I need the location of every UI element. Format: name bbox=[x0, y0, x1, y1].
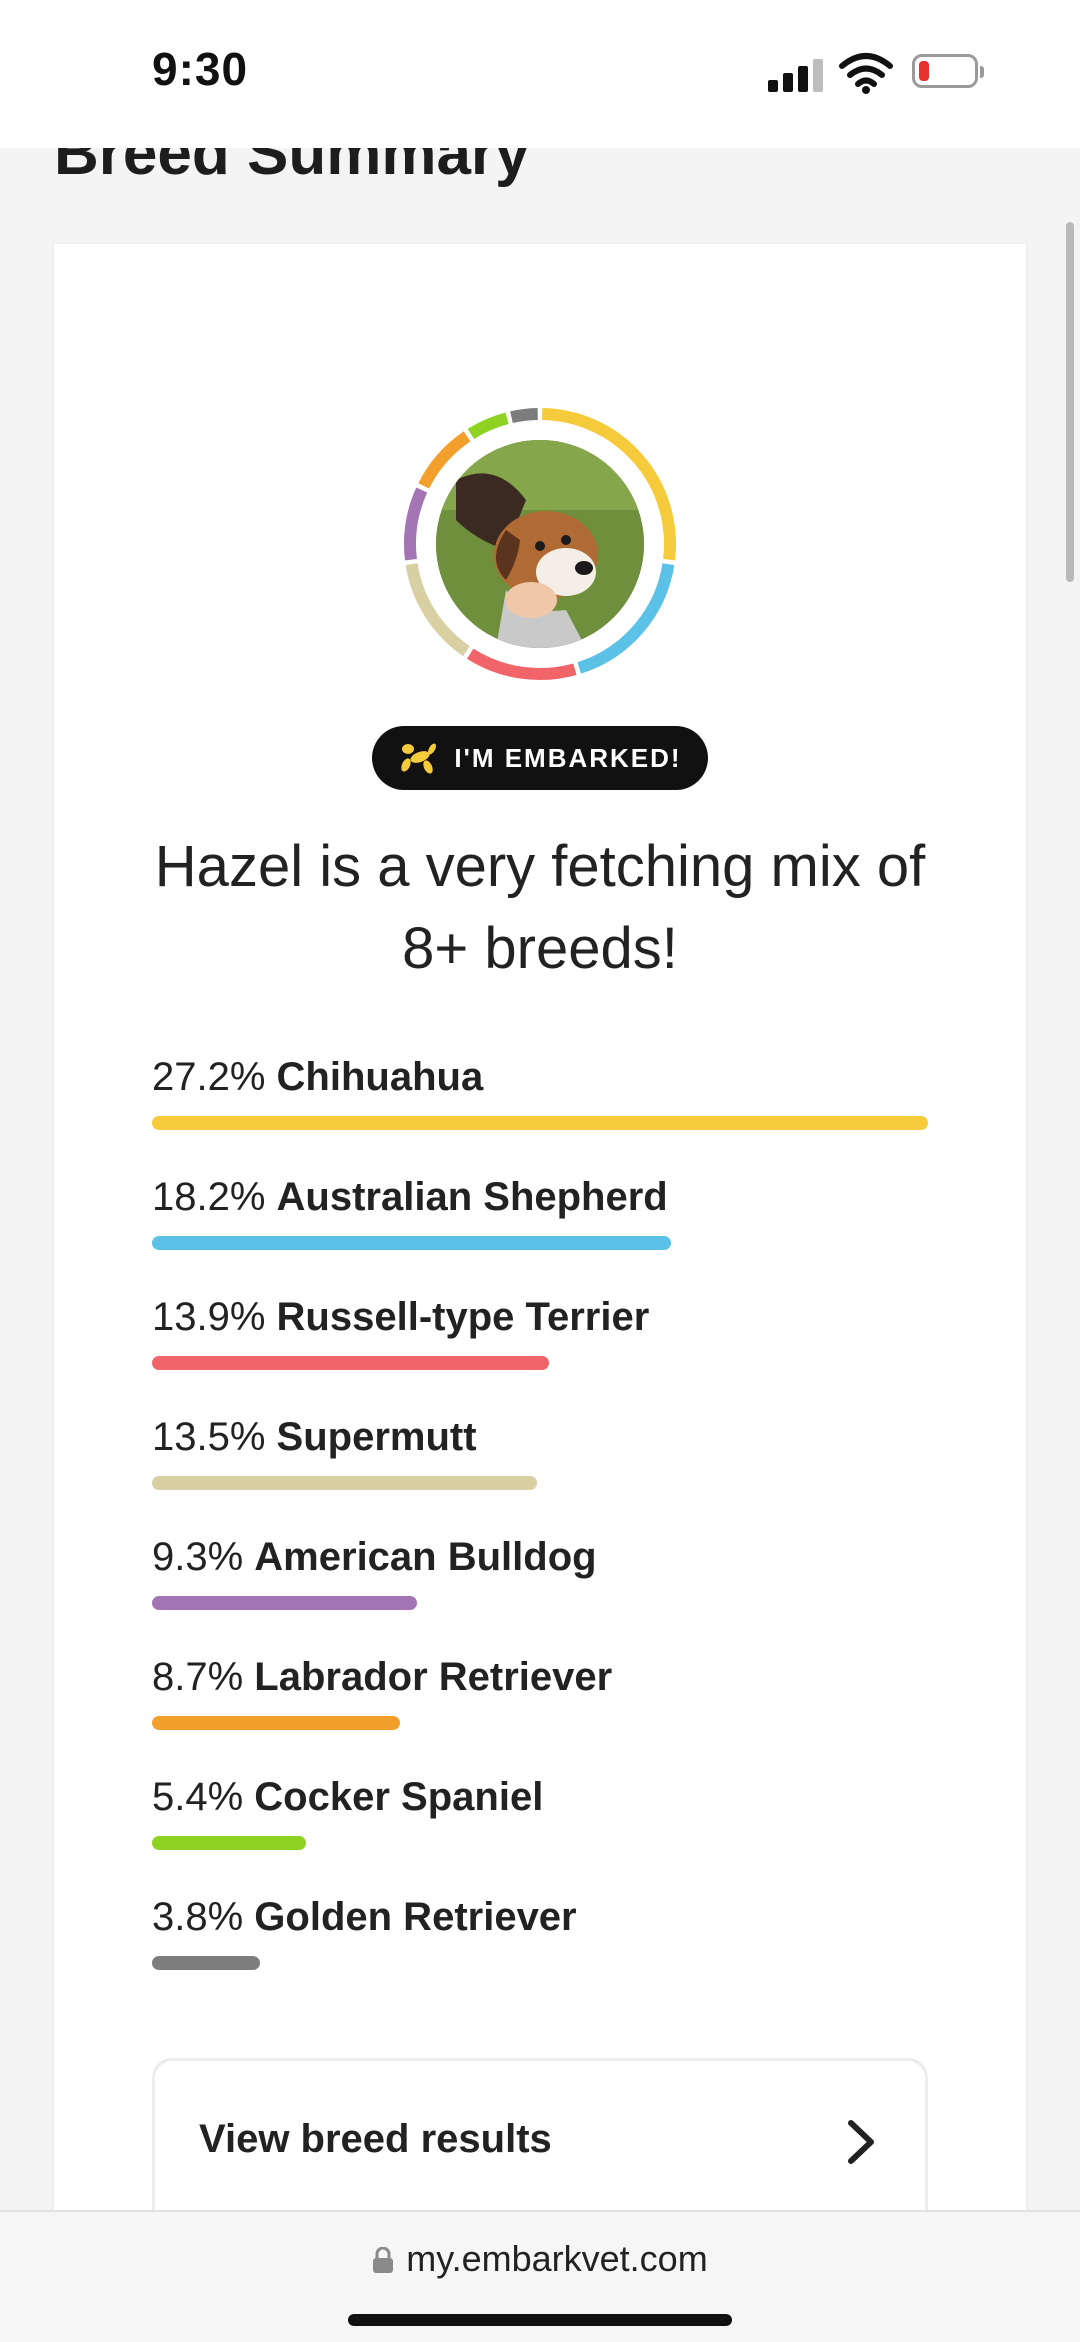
battery-low-icon bbox=[912, 54, 984, 88]
breed-bar bbox=[152, 1956, 260, 1970]
breed-percent: 8.7% bbox=[152, 1655, 244, 1699]
ring-segment-golden-retriever bbox=[510, 408, 538, 424]
browser-address-bar[interactable]: my.embarkvet.com bbox=[0, 2210, 1080, 2342]
breed-percent: 13.9% bbox=[152, 1295, 266, 1339]
breed-percent: 5.4% bbox=[152, 1775, 244, 1819]
balloon-dog-icon bbox=[401, 743, 437, 774]
ring-segment-chihuahua bbox=[542, 408, 676, 561]
view-breed-results-button[interactable]: View breed results bbox=[152, 2058, 928, 2238]
ring-segment-russell-type-terrier bbox=[466, 648, 577, 680]
ring-segment-labrador-retriever bbox=[418, 431, 471, 489]
breed-percent: 13.5% bbox=[152, 1415, 266, 1459]
ring-segment-cocker-spaniel bbox=[467, 412, 509, 440]
breed-row-chihuahua: 27.2% Chihuahua bbox=[152, 1050, 932, 1170]
dog-photo bbox=[436, 440, 644, 648]
breed-row-supermutt: 13.5% Supermutt bbox=[152, 1410, 932, 1530]
url-text: my.embarkvet.com bbox=[406, 2238, 708, 2279]
breed-name: American Bulldog bbox=[254, 1535, 597, 1579]
wifi-icon bbox=[839, 53, 893, 94]
breed-ring-chart bbox=[404, 408, 676, 680]
ring-segment-australian-shepherd bbox=[577, 563, 675, 674]
signal-icon bbox=[768, 58, 824, 92]
battery-level bbox=[919, 61, 929, 81]
view-breed-results-label: View breed results bbox=[199, 2117, 552, 2161]
embarked-badge-label: I'M EMBARKED! bbox=[454, 742, 682, 773]
breed-name: Cocker Spaniel bbox=[254, 1775, 544, 1819]
breed-name: Australian Shepherd bbox=[276, 1175, 668, 1219]
chevron-right-icon bbox=[848, 2120, 874, 2164]
breed-bar bbox=[152, 1716, 400, 1730]
breed-percent: 3.8% bbox=[152, 1895, 244, 1939]
ring-segment-american-bulldog bbox=[404, 487, 428, 561]
breed-percent: 27.2% bbox=[152, 1055, 266, 1099]
breed-row-labrador-retriever: 8.7% Labrador Retriever bbox=[152, 1650, 932, 1770]
breed-percent: 9.3% bbox=[152, 1535, 244, 1579]
breed-name: Labrador Retriever bbox=[254, 1655, 613, 1699]
breed-name: Chihuahua bbox=[276, 1055, 484, 1099]
lock-icon bbox=[373, 2247, 394, 2273]
breed-name: Supermutt bbox=[276, 1415, 477, 1459]
breed-row-russell-type-terrier: 13.9% Russell-type Terrier bbox=[152, 1290, 932, 1410]
page-scrollbar[interactable] bbox=[1066, 222, 1074, 582]
dog-avatar bbox=[396, 400, 684, 688]
breed-row-american-bulldog: 9.3% American Bulldog bbox=[152, 1530, 932, 1650]
home-indicator[interactable] bbox=[348, 2314, 732, 2326]
breed-bar bbox=[152, 1116, 928, 1130]
breed-row-australian-shepherd: 18.2% Australian Shepherd bbox=[152, 1170, 932, 1290]
breed-name: Russell-type Terrier bbox=[276, 1295, 650, 1339]
breed-list: 27.2% Chihuahua 18.2% Australian Shepher… bbox=[152, 1050, 932, 2010]
breed-name: Golden Retriever bbox=[254, 1895, 577, 1939]
breed-row-golden-retriever: 3.8% Golden Retriever bbox=[152, 1890, 932, 2010]
breed-bar bbox=[152, 1236, 671, 1250]
breed-bar bbox=[152, 1596, 417, 1610]
breed-bar bbox=[152, 1476, 537, 1490]
breed-bar bbox=[152, 1836, 306, 1850]
ring-segment-supermutt bbox=[405, 563, 470, 657]
url-display[interactable]: my.embarkvet.com bbox=[0, 2238, 1080, 2280]
breed-row-cocker-spaniel: 5.4% Cocker Spaniel bbox=[152, 1770, 932, 1890]
status-time: 9:30 bbox=[152, 43, 249, 95]
breed-mix-headline: Hazel is a very fetching mix of 8+ breed… bbox=[154, 834, 926, 981]
embarked-badge: I'M EMBARKED! bbox=[372, 726, 708, 790]
breed-bar bbox=[152, 1356, 549, 1370]
breed-percent: 18.2% bbox=[152, 1175, 266, 1219]
status-bar: 9:30 bbox=[0, 0, 1080, 148]
